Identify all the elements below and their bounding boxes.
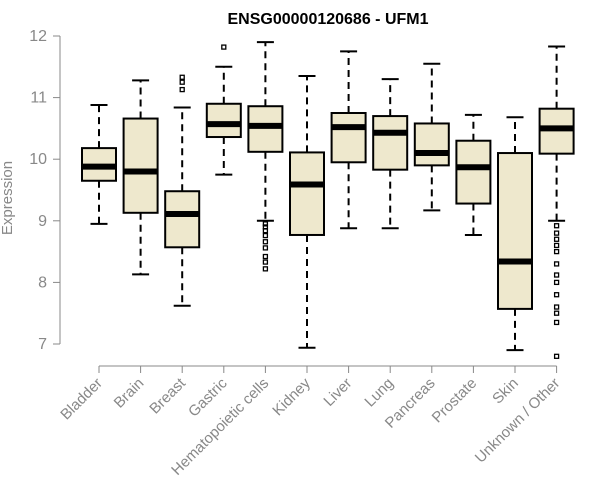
box-group [205,44,242,176]
outlier-point [553,261,560,267]
box-group [455,113,492,236]
x-tick-label: Liver [320,375,355,410]
iqr-box [122,117,159,214]
x-tick-label: Skin [489,375,522,408]
outlier-point [262,245,269,251]
y-tick-label: 11 [30,90,47,107]
outlier-point [262,266,269,272]
outlier-point [221,44,227,50]
iqr-box [372,115,409,171]
box-group [289,75,325,349]
iqr-box [413,122,450,167]
box-group [330,50,367,230]
outlier-point [262,259,269,265]
outlier-point [553,292,560,298]
y-axis: 7 8 9 10 11 12 [29,28,61,353]
outlier-point [262,232,269,239]
outlier-point [553,279,560,286]
outlier-point [553,319,560,326]
outlier-point [262,221,269,227]
box-group [497,116,533,352]
outlier-point [553,230,560,236]
outlier-point [179,79,185,85]
outlier-point [553,304,560,310]
box-group [164,74,201,307]
y-tick-label: 8 [38,274,47,291]
y-tick-label: 9 [38,213,47,230]
outlier-point [553,353,560,359]
box-group [81,103,117,225]
x-tick-label: Lung [361,375,397,411]
iqr-box [164,190,201,249]
box-group [538,45,575,359]
iqr-box [330,112,367,164]
outlier-point [262,239,269,245]
plot-area [81,41,575,359]
outlier-point [179,86,185,93]
chart-title: ENSG00000120686 - UFM1 [228,11,429,28]
iqr-box [455,139,492,205]
y-tick-label: 7 [38,336,47,353]
outlier-point [262,253,269,260]
outlier-point [179,74,185,80]
iqr-box [497,152,533,310]
box-group [372,78,409,230]
x-tick-label: Kidney [269,374,314,419]
y-tick-label: 10 [29,151,47,168]
box-group [247,41,284,272]
x-tick-label: Breast [146,374,189,417]
iqr-box [205,102,242,139]
box-group [122,79,159,276]
outlier-point [262,224,269,230]
outlier-point [553,242,560,249]
outlier-point [553,310,560,316]
y-tick-label: 12 [29,28,47,45]
x-tick-label: Bladder [57,375,106,424]
iqr-box [289,151,325,236]
x-tick-label: Brain [111,375,148,412]
outlier-point [553,272,560,278]
outlier-point [553,236,560,242]
outlier-point [553,223,560,229]
iqr-box [247,105,284,153]
box-group [413,62,450,212]
outlier-point [553,248,560,255]
x-tick-label: Prostate [429,375,481,427]
y-axis-label: Expression [0,161,16,235]
